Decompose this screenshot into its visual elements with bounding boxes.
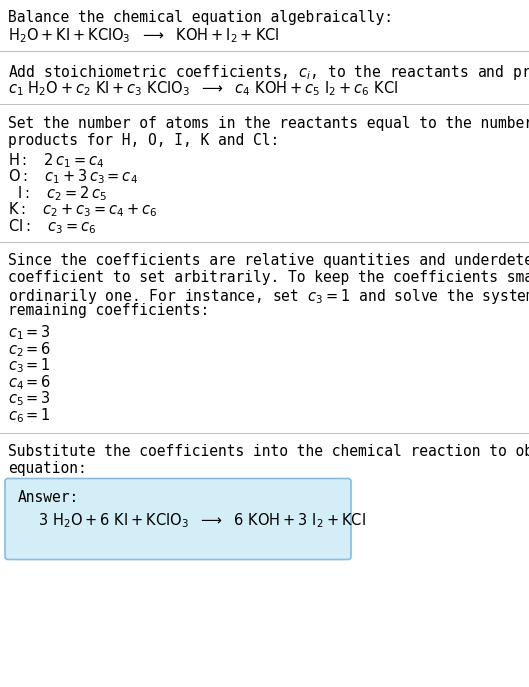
Text: remaining coefficients:: remaining coefficients: <box>8 303 209 318</box>
Text: Set the number of atoms in the reactants equal to the number of atoms in the: Set the number of atoms in the reactants… <box>8 116 529 131</box>
Text: Balance the chemical equation algebraically:: Balance the chemical equation algebraica… <box>8 10 393 25</box>
Text: $c_5 = 3$: $c_5 = 3$ <box>8 390 51 408</box>
Text: $\mathrm{O:}\ \ \ c_1 + 3\,c_3 = c_4$: $\mathrm{O:}\ \ \ c_1 + 3\,c_3 = c_4$ <box>8 168 138 186</box>
Text: Since the coefficients are relative quantities and underdetermined, choose a: Since the coefficients are relative quan… <box>8 254 529 269</box>
Text: equation:: equation: <box>8 461 87 476</box>
Text: $c_6 = 1$: $c_6 = 1$ <box>8 406 51 425</box>
Text: Answer:: Answer: <box>18 490 79 504</box>
Text: products for H, O, I, K and Cl:: products for H, O, I, K and Cl: <box>8 133 279 148</box>
Text: $\mathrm{\ \ I:}\ \ \ c_2 = 2\,c_5$: $\mathrm{\ \ I:}\ \ \ c_2 = 2\,c_5$ <box>8 184 107 203</box>
Text: $c_4 = 6$: $c_4 = 6$ <box>8 373 51 392</box>
Text: $\mathrm{H:}\ \ \ 2\,c_1 = c_4$: $\mathrm{H:}\ \ \ 2\,c_1 = c_4$ <box>8 151 104 170</box>
Text: $c_1 = 3$: $c_1 = 3$ <box>8 324 51 342</box>
Text: $c_3 = 1$: $c_3 = 1$ <box>8 357 51 375</box>
Text: $\mathrm{H_2O + KI + KClO_3 \ \ \longrightarrow \ \ KOH + I_2 + KCl}$: $\mathrm{H_2O + KI + KClO_3 \ \ \longrig… <box>8 27 280 45</box>
Text: Substitute the coefficients into the chemical reaction to obtain the balanced: Substitute the coefficients into the che… <box>8 444 529 460</box>
Text: $\mathrm{Cl:}\ \ \ c_3 = c_6$: $\mathrm{Cl:}\ \ \ c_3 = c_6$ <box>8 217 96 236</box>
Text: $c_2 = 6$: $c_2 = 6$ <box>8 340 51 359</box>
Text: $3\ \mathrm{H_2O} + 6\ \mathrm{KI} + \mathrm{KClO_3}\ \ \longrightarrow\ \ 6\ \m: $3\ \mathrm{H_2O} + 6\ \mathrm{KI} + \ma… <box>38 512 366 530</box>
Text: $c_1\ \mathrm{H_2O} + c_2\ \mathrm{KI} + c_3\ \mathrm{KClO_3}\ \ \longrightarrow: $c_1\ \mathrm{H_2O} + c_2\ \mathrm{KI} +… <box>8 80 398 98</box>
Text: $\mathrm{K:}\ \ \ c_2 + c_3 = c_4 + c_6$: $\mathrm{K:}\ \ \ c_2 + c_3 = c_4 + c_6$ <box>8 201 157 219</box>
FancyBboxPatch shape <box>5 479 351 559</box>
Text: Add stoichiometric coefficients, $c_i$, to the reactants and products:: Add stoichiometric coefficients, $c_i$, … <box>8 63 529 82</box>
Text: coefficient to set arbitrarily. To keep the coefficients small, the arbitrary va: coefficient to set arbitrarily. To keep … <box>8 270 529 285</box>
Text: ordinarily one. For instance, set $c_3 = 1$ and solve the system of equations fo: ordinarily one. For instance, set $c_3 =… <box>8 286 529 306</box>
